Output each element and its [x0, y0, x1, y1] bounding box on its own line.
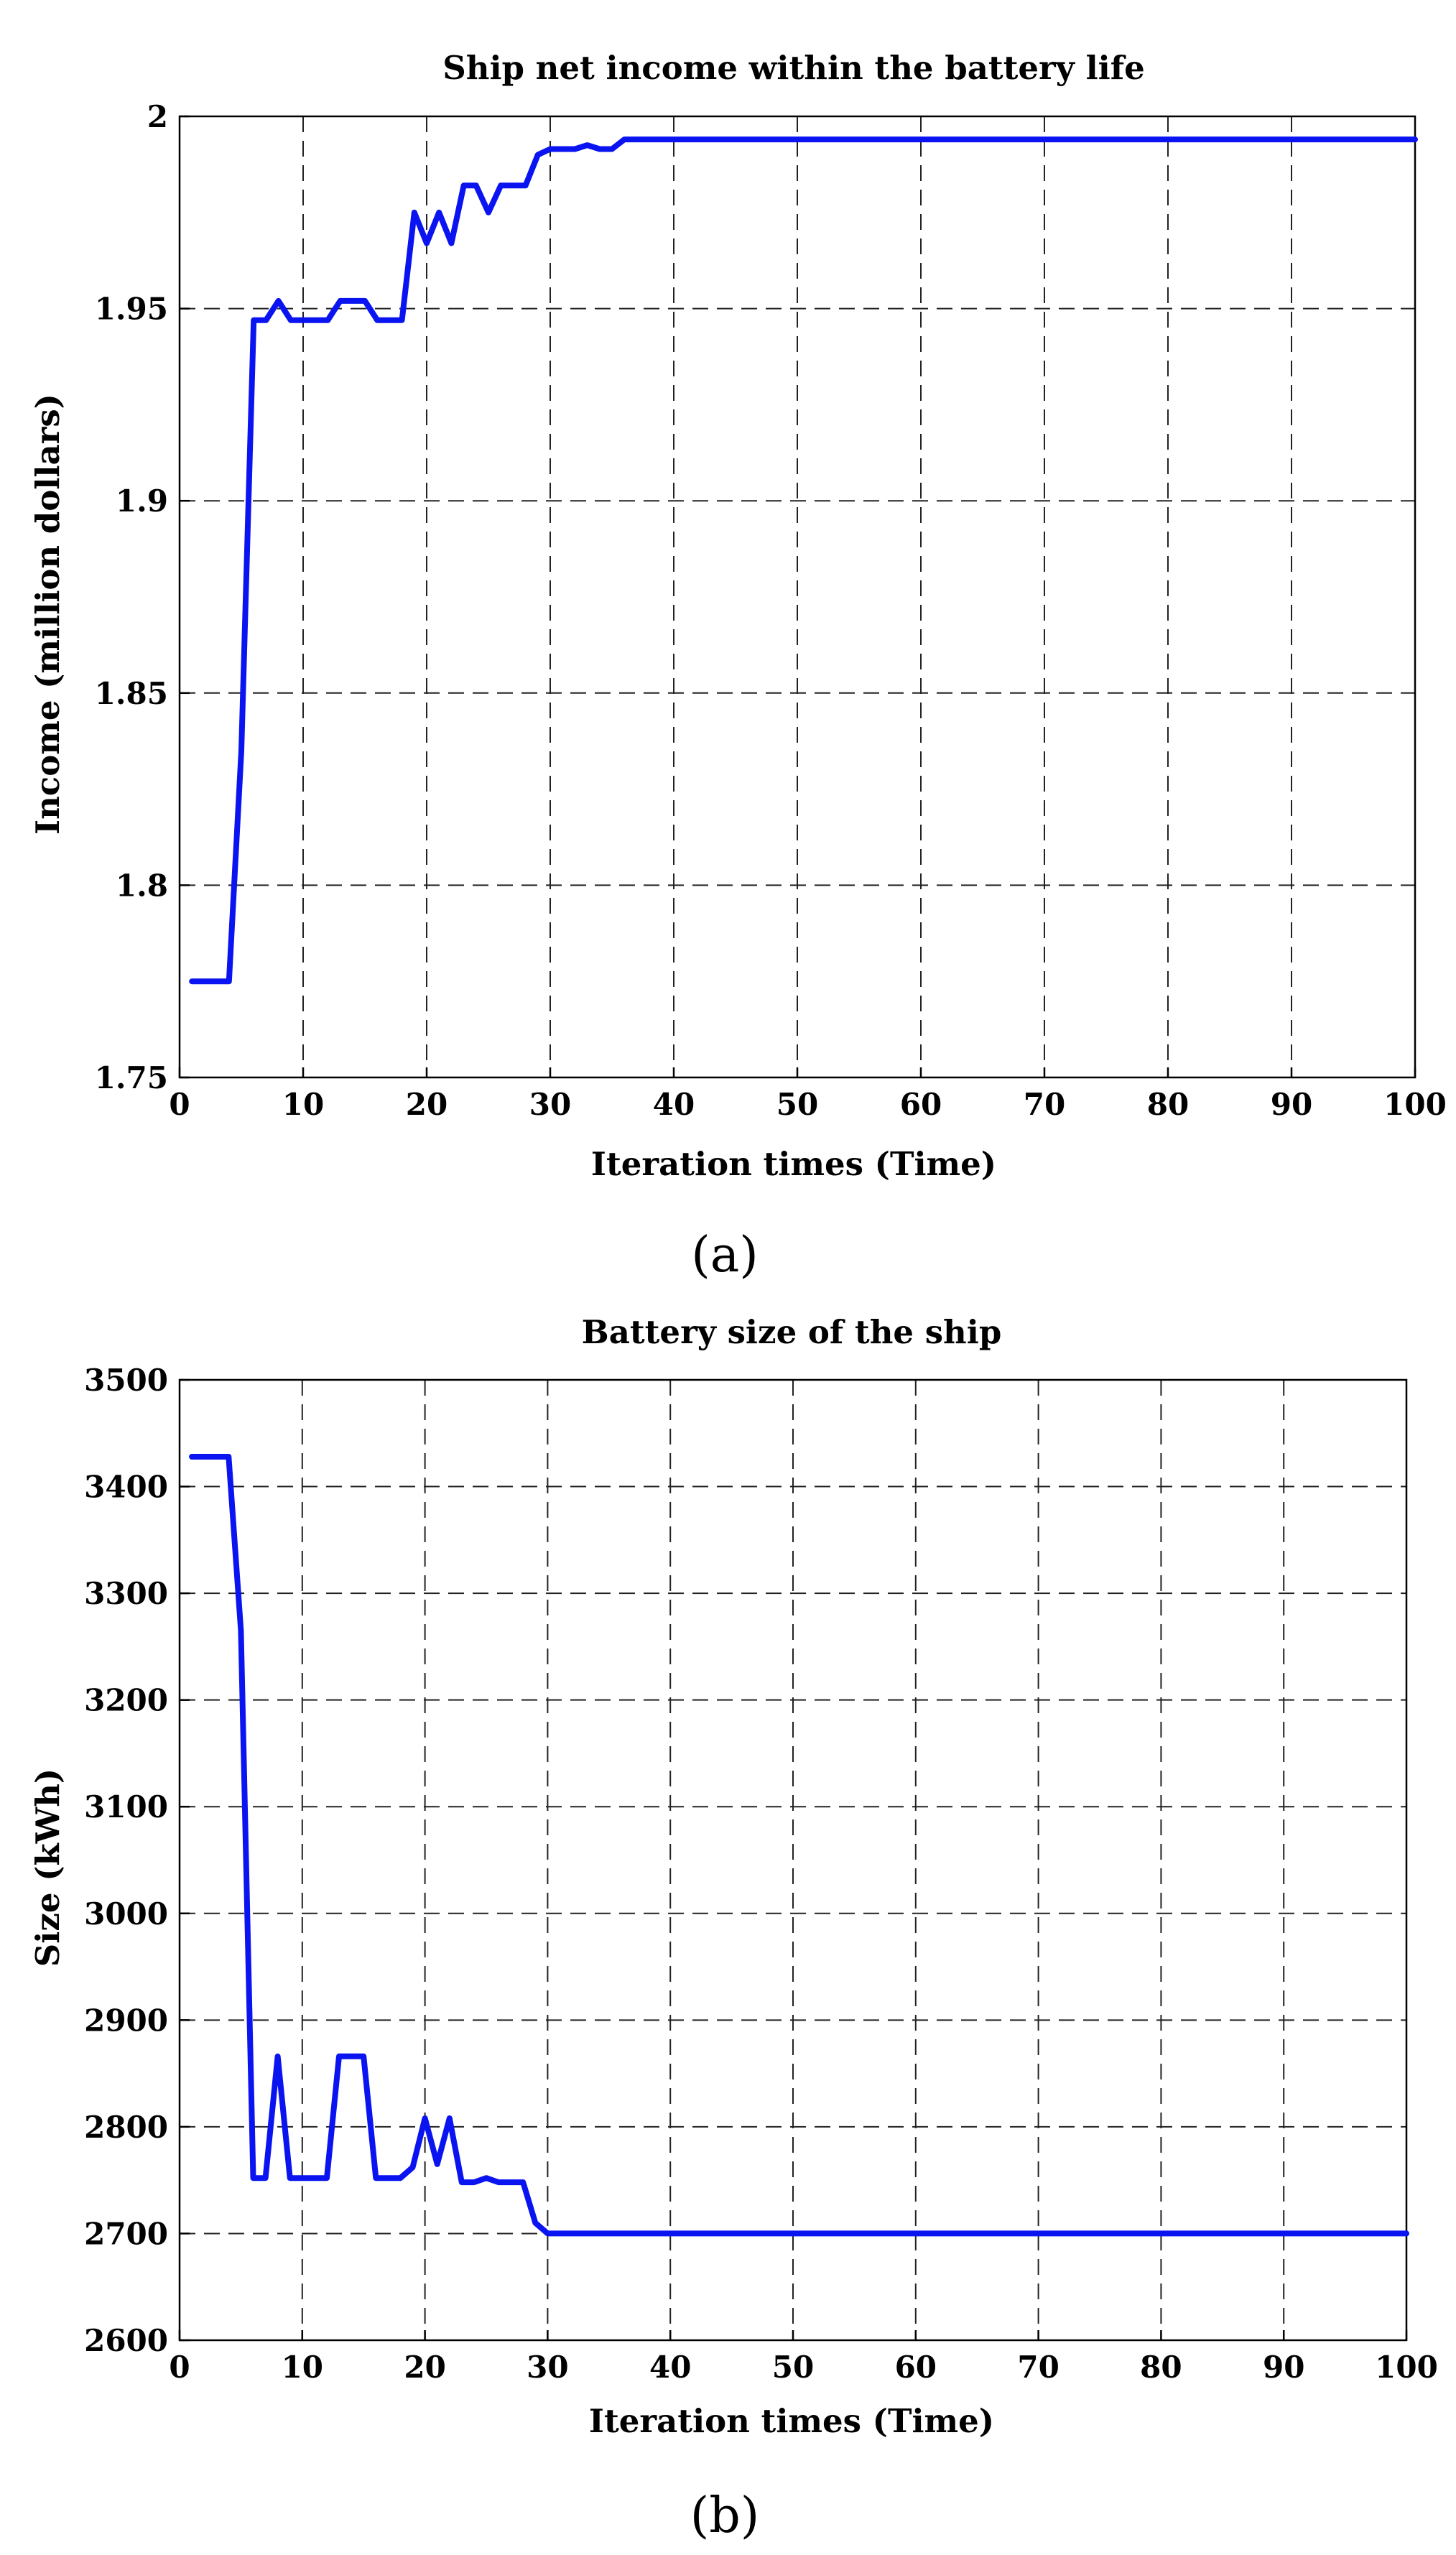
income-chart-x-ticks: 0 10 20 30 40 50 60 70 80 90 100 [169, 1067, 1447, 1122]
battery-size-x-tick-label-40: 40 [649, 2350, 691, 2385]
battery-size-x-tick-label-60: 60 [895, 2350, 937, 2385]
income-chart-y-label: Income (million dollars) [29, 394, 67, 835]
battery-size-x-tick-label-30: 30 [527, 2350, 568, 2385]
battery-size-chart-x-label: Iteration times (Time) [589, 2402, 994, 2440]
income-x-tick-label-90: 90 [1271, 1087, 1312, 1122]
battery-size-chart-title: Battery size of the ship [582, 1313, 1002, 1351]
income-x-tick-label-30: 30 [529, 1087, 571, 1122]
battery-size-x-tick-label-20: 20 [404, 2350, 445, 2385]
income-x-tick-label-10: 10 [282, 1087, 324, 1122]
battery-size-x-tick-label-0: 0 [169, 2350, 190, 2385]
income-x-tick-label-100: 100 [1383, 1087, 1447, 1122]
income-chart-y-ticks: 1.75 1.8 1.85 1.9 1.95 2 [95, 99, 190, 1095]
battery-size-chart-x-ticks: 0 10 20 30 40 50 60 70 80 90 100 [169, 2330, 1438, 2385]
income-y-tick-label-3: 1.9 [116, 483, 168, 519]
income-x-tick-label-0: 0 [169, 1087, 190, 1122]
income-x-tick-label-40: 40 [653, 1087, 695, 1122]
income-chart-x-label: Iteration times (Time) [591, 1145, 996, 1183]
income-chart-grid [180, 116, 1415, 1077]
income-series-line [189, 136, 1418, 985]
income-y-tick-label-5: 2 [147, 99, 168, 134]
battery-size-y-tick-label-4: 3000 [84, 1896, 168, 1932]
panel-label-b: (b) [690, 2487, 760, 2544]
income-x-tick-label-70: 70 [1024, 1087, 1065, 1122]
battery-size-x-tick-label-50: 50 [772, 2350, 814, 2385]
income-y-tick-label-1: 1.8 [116, 868, 168, 903]
battery-size-x-tick-label-100: 100 [1375, 2350, 1438, 2385]
income-chart: Ship net income within the battery life … [29, 49, 1447, 1284]
income-x-tick-label-60: 60 [900, 1087, 942, 1122]
battery-size-x-tick-label-90: 90 [1263, 2350, 1304, 2385]
battery-size-chart-y-label: Size (kWh) [29, 1768, 67, 1967]
battery-size-x-tick-label-10: 10 [282, 2350, 323, 2385]
battery-size-chart-y-ticks: 2600 2700 2800 2900 3000 3100 3200 3300 3400 3500 [84, 1363, 190, 2358]
battery-size-x-tick-label-70: 70 [1017, 2350, 1059, 2385]
battery-size-series-line [189, 1454, 1409, 2237]
battery-size-y-tick-label-0: 2600 [84, 2323, 168, 2358]
battery-size-y-tick-label-2: 2800 [84, 2110, 168, 2145]
battery-size-y-tick-label-7: 3300 [84, 1576, 168, 1611]
battery-size-x-tick-label-80: 80 [1140, 2350, 1182, 2385]
battery-size-chart-grid [180, 1380, 1406, 2340]
battery-size-y-tick-label-9: 3500 [84, 1363, 168, 1398]
income-y-tick-label-0: 1.75 [95, 1060, 168, 1095]
battery-size-y-tick-label-6: 3200 [84, 1683, 168, 1718]
income-y-tick-label-2: 1.85 [95, 676, 168, 711]
battery-size-chart: Battery size of the ship 0 10 20 30 40 50 60 70… [29, 1313, 1438, 2544]
battery-size-y-tick-label-3: 2900 [84, 2003, 168, 2038]
panel-label-a: (a) [691, 1227, 759, 1284]
battery-size-y-tick-label-5: 3100 [84, 1789, 168, 1824]
income-chart-title: Ship net income within the battery life [442, 49, 1145, 87]
income-x-tick-label-50: 50 [776, 1087, 818, 1122]
income-x-tick-label-80: 80 [1147, 1087, 1189, 1122]
battery-size-y-tick-label-1: 2700 [84, 2216, 168, 2251]
income-y-tick-label-4: 1.95 [95, 292, 168, 327]
battery-size-y-tick-label-8: 3400 [84, 1470, 168, 1505]
income-x-tick-label-20: 20 [406, 1087, 448, 1122]
